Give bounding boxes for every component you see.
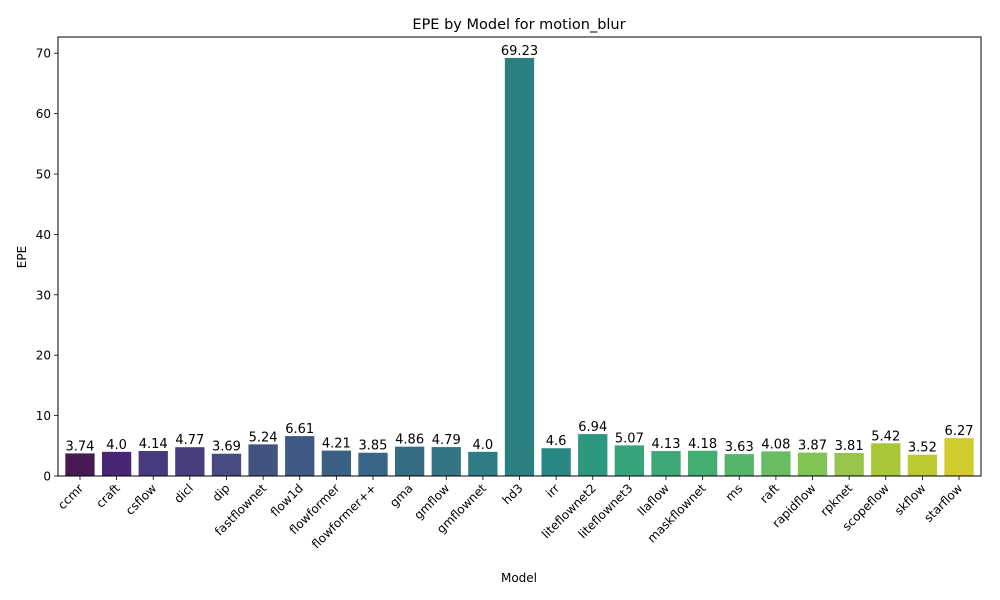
bar-value-label: 3.52 — [908, 441, 937, 456]
bar-gmflow — [431, 447, 461, 476]
bar-value-label: 4.0 — [106, 438, 127, 453]
bar-value-label: 6.27 — [945, 424, 974, 439]
x-tick-label: ms — [723, 481, 746, 504]
bar-flowformer++ — [358, 452, 388, 476]
bar-ms — [724, 454, 754, 476]
bar-value-label: 5.24 — [249, 430, 278, 445]
bar-value-label: 4.21 — [322, 437, 351, 452]
bar-value-label: 6.61 — [285, 422, 314, 437]
bar-dicl — [175, 447, 205, 476]
y-axis: 0 10 20 30 40 50 60 70 — [36, 47, 58, 484]
x-tick-label: ccmr — [55, 481, 86, 512]
bar-value-label: 3.74 — [65, 439, 94, 454]
y-tick-label: 70 — [36, 47, 51, 61]
bar-value-label: 4.6 — [546, 434, 567, 449]
bar-irr — [541, 448, 571, 476]
y-axis-label: EPE — [15, 246, 29, 268]
bar-starflow — [944, 438, 974, 476]
bar-value-label: 6.94 — [578, 420, 607, 435]
y-tick-label: 30 — [36, 288, 51, 302]
bar-value-label: 4.08 — [761, 437, 790, 452]
bar-skflow — [907, 454, 938, 476]
bar-flow1d — [285, 436, 315, 476]
x-tick-label: flowformer++ — [309, 481, 379, 551]
bar-fastflownet — [248, 444, 278, 476]
bar-value-label: 3.69 — [212, 440, 241, 455]
bar-value-label: 4.86 — [395, 433, 424, 448]
x-tick-label: gma — [387, 481, 416, 510]
bar-liteflownet3 — [614, 445, 645, 476]
bar-labels-group: 3.74 4.0 4.14 4.77 3.69 5.24 6.61 4.21 3.85 4.86 4… — [65, 44, 973, 456]
bar-llaflow — [651, 451, 681, 476]
y-tick-label: 0 — [43, 470, 51, 484]
bar-value-label: 5.42 — [871, 429, 900, 444]
bar-value-label: 4.79 — [432, 433, 461, 448]
bars-group — [65, 57, 974, 477]
bar-maskflownet — [687, 450, 718, 476]
bar-craft — [101, 451, 132, 476]
bar-scopeflow — [871, 443, 901, 476]
bar-flowformer — [321, 450, 352, 476]
x-tick-label: irr — [543, 481, 562, 500]
x-tick-label: dicl — [171, 481, 196, 506]
y-tick-label: 50 — [36, 168, 51, 182]
bar-hd3 — [504, 57, 535, 477]
x-tick-label: dip — [210, 481, 233, 504]
bar-value-label: 4.18 — [688, 437, 717, 452]
y-tick-label: 20 — [36, 349, 51, 363]
bar-value-label: 3.87 — [798, 439, 827, 454]
x-tick-label: raft — [757, 481, 782, 506]
bar-value-label: 4.77 — [175, 433, 204, 448]
bar-value-label: 4.14 — [139, 437, 168, 452]
x-axis-label: Model — [501, 571, 537, 585]
chart-title: EPE by Model for motion_blur — [412, 17, 625, 33]
bar-value-label: 5.07 — [615, 431, 644, 446]
bar-value-label: 69.23 — [501, 44, 538, 59]
bar-gma — [394, 446, 425, 476]
bar-value-label: 4.13 — [652, 437, 681, 452]
y-tick-label: 60 — [36, 107, 51, 121]
bar-rpknet — [834, 452, 864, 476]
bar-value-label: 3.81 — [835, 439, 864, 454]
y-tick-label: 10 — [36, 409, 51, 423]
bar-csflow — [138, 450, 168, 476]
x-tick-label: hd3 — [500, 481, 526, 507]
bar-raft — [761, 451, 791, 476]
bar-rapidflow — [797, 452, 828, 476]
x-axis: ccmr craft csflow dicl dipfastflownetflow1df… — [55, 476, 965, 551]
bar-ccmr — [65, 453, 95, 476]
bar-value-label: 3.63 — [725, 440, 754, 455]
x-tick-label: csflow — [123, 481, 160, 518]
bar-dip — [211, 453, 242, 476]
x-tick-label: starflow — [921, 481, 965, 525]
bar-gmflownet — [468, 451, 498, 476]
plot-frame — [57, 36, 982, 477]
bar-liteflownet2 — [578, 434, 608, 476]
x-tick-label: craft — [93, 481, 123, 511]
bar-value-label: 4.0 — [473, 438, 494, 453]
bar-value-label: 3.85 — [359, 439, 388, 454]
y-tick-label: 40 — [36, 228, 51, 242]
